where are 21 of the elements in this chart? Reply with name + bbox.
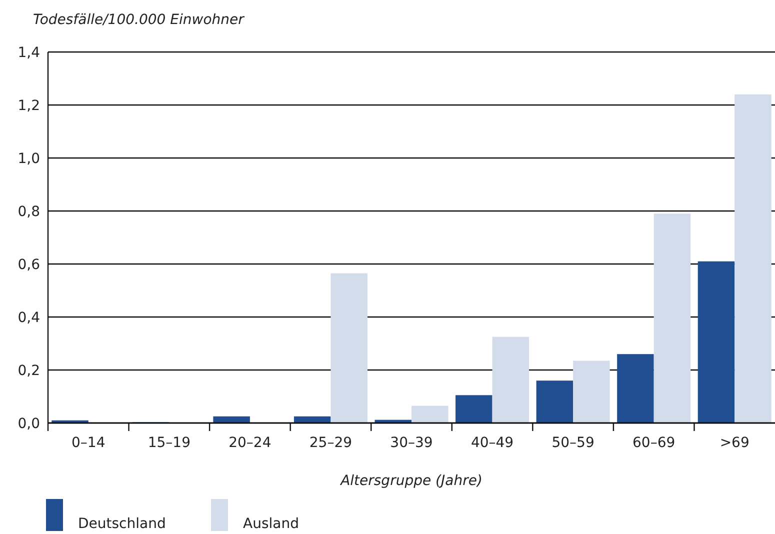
y-tick-label: 0,4 xyxy=(18,310,40,326)
y-tick-label: 0,2 xyxy=(18,362,40,379)
x-tick-label: 0–14 xyxy=(72,435,106,451)
x-tick-label: >69 xyxy=(720,435,750,451)
legend-label: Deutschland xyxy=(78,516,166,532)
y-tick-label: 1,4 xyxy=(18,44,40,61)
y-tick-label: 1,2 xyxy=(18,98,40,114)
x-tick-label: 30–39 xyxy=(390,435,433,451)
x-axis-title: Altersgruppe (Jahre) xyxy=(340,473,482,489)
x-tick-label: 40–49 xyxy=(470,435,514,451)
x-tick-label: 50–59 xyxy=(552,435,594,451)
x-tick-label: 25–29 xyxy=(309,435,352,451)
y-axis-title: Todesfälle/100.000 Einwohner xyxy=(33,12,246,28)
legend-label: Ausland xyxy=(243,516,299,532)
y-tick-label: 0,0 xyxy=(18,416,40,432)
y-tick-label: 0,6 xyxy=(18,256,40,273)
x-tick-label: 60–69 xyxy=(632,435,676,451)
y-tick-label: 0,8 xyxy=(18,204,40,220)
y-tick-label: 1,0 xyxy=(18,150,40,167)
x-tick-label: 15–19 xyxy=(148,435,190,451)
x-tick-label: 20–24 xyxy=(228,435,272,451)
